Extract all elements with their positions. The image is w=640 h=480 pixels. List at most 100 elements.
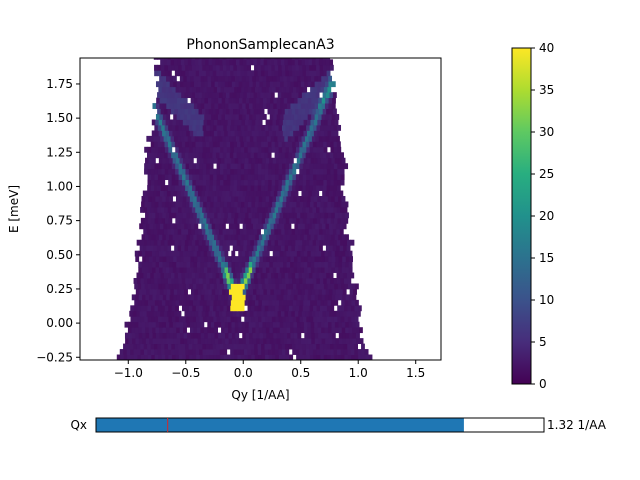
heatmap-cell (202, 343, 207, 350)
heatmap-cell (297, 256, 302, 263)
heatmap-cell (207, 75, 212, 82)
heatmap-cell (146, 228, 151, 235)
heatmap-cell (295, 58, 300, 60)
heatmap-cell (120, 354, 125, 360)
heatmap-cell (299, 349, 303, 355)
heatmap-cell (322, 58, 327, 60)
heatmap-cell (203, 130, 208, 137)
heatmap-cell (262, 321, 267, 328)
heatmap-cell (223, 179, 228, 186)
heatmap-cell (272, 234, 277, 241)
heatmap-cell (157, 343, 162, 350)
heatmap-cell (187, 245, 192, 252)
heatmap-cell (212, 245, 216, 252)
heatmap-cell (319, 349, 324, 355)
heatmap-cell (311, 81, 316, 88)
heatmap-cell (257, 58, 262, 60)
heatmap-cell (250, 58, 255, 60)
heatmap-cell (178, 239, 182, 246)
heatmap-cell (211, 190, 216, 197)
heatmap-cell (328, 75, 333, 82)
heatmap-cell (268, 146, 273, 153)
heatmap-cell (320, 234, 325, 241)
heatmap-cell (236, 239, 241, 246)
heatmap-cell (139, 223, 144, 230)
heatmap-cell (160, 64, 165, 71)
heatmap-cell (305, 58, 310, 60)
heatmap-cell (299, 179, 304, 186)
heatmap-cell (170, 190, 175, 197)
heatmap-cell (298, 108, 303, 115)
heatmap-cell (351, 354, 356, 360)
heatmap-cell (209, 64, 214, 71)
heatmap-cell (257, 108, 261, 115)
heatmap-cell (214, 338, 219, 345)
heatmap-cell (163, 310, 168, 317)
heatmap-cell (221, 223, 226, 230)
heatmap-cell (134, 283, 139, 290)
heatmap-cell (312, 239, 317, 246)
heatmap-cell (261, 278, 266, 284)
heatmap-cell (256, 59, 261, 66)
heatmap-cell (305, 59, 309, 66)
heatmap-cell (265, 250, 270, 257)
heatmap-cell (280, 338, 285, 345)
heatmap-cell (304, 97, 309, 104)
heatmap-cell (157, 163, 162, 170)
heatmap-cell (272, 119, 277, 126)
heatmap-cell (175, 179, 179, 186)
heatmap-cell (165, 327, 170, 334)
heatmap-cell (179, 261, 184, 268)
heatmap-cell (181, 239, 186, 246)
heatmap-cell (292, 124, 297, 131)
qx-slider[interactable] (95, 417, 545, 433)
heatmap-cell (246, 272, 251, 279)
heatmap-cell (238, 103, 243, 109)
heatmap-cell (171, 174, 176, 181)
heatmap-cell (250, 141, 255, 148)
heatmap-cell (217, 250, 222, 257)
heatmap-cell (347, 305, 352, 312)
heatmap-cell (347, 343, 352, 350)
heatmap-cell (218, 256, 222, 263)
heatmap-cell (191, 64, 196, 71)
heatmap-cell (251, 86, 256, 93)
heatmap-cell (162, 327, 167, 334)
heatmap-cell (224, 114, 229, 120)
heatmap-cell (198, 152, 203, 159)
heatmap-cell (158, 283, 163, 290)
heatmap-cell (266, 294, 271, 301)
heatmap-cell (264, 141, 269, 148)
heatmap-cell (318, 310, 323, 317)
heatmap-cell (236, 64, 241, 71)
heatmap-cell (187, 338, 192, 345)
heatmap-cell (201, 108, 206, 115)
heatmap-cell (188, 163, 193, 170)
heatmap-cell (241, 327, 246, 334)
heatmap-cell (155, 256, 160, 263)
slider-fill[interactable] (96, 418, 464, 432)
heatmap-cell (166, 114, 171, 120)
heatmap-cell (163, 245, 168, 252)
heatmap-cell (268, 124, 273, 131)
heatmap-cell (226, 305, 231, 312)
heatmap-cell (193, 234, 198, 241)
heatmap-cell (311, 59, 316, 66)
heatmap-cell (247, 146, 252, 153)
heatmap-cell (255, 294, 260, 301)
heatmap-cell (202, 349, 207, 355)
heatmap-cell (257, 349, 262, 355)
heatmap-cell (215, 135, 220, 142)
heatmap-cell (250, 179, 255, 186)
heatmap-cell (300, 196, 305, 202)
heatmap-cell (347, 354, 352, 360)
heatmap-cell (310, 86, 314, 93)
heatmap-cell (264, 124, 269, 131)
heatmap-cell (196, 86, 201, 93)
heatmap-cell (266, 288, 271, 295)
heatmap-cell (234, 119, 239, 126)
heatmap-cell (248, 321, 253, 328)
heatmap-cell (257, 124, 262, 131)
heatmap-cell (179, 130, 184, 137)
heatmap-cell (269, 119, 273, 126)
